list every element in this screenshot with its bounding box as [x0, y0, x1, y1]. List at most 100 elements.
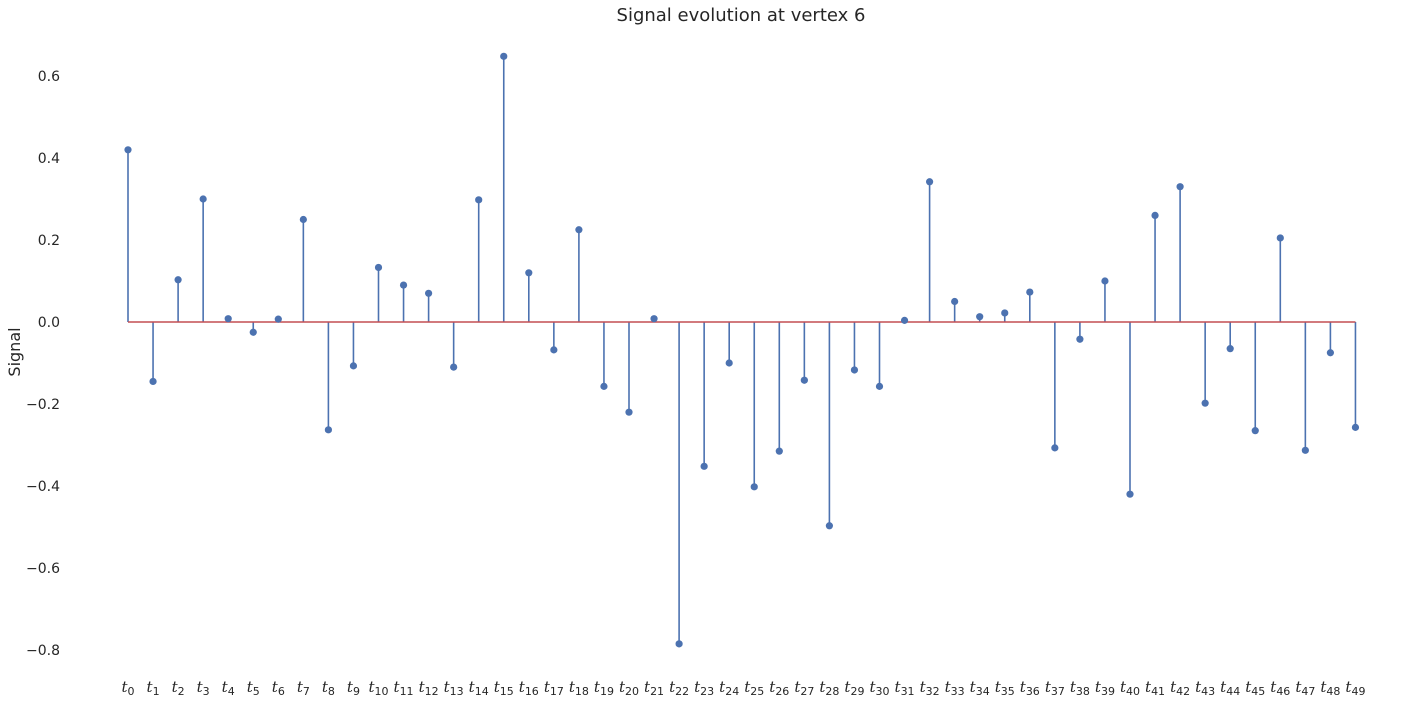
x-tick-label: t4: [222, 678, 235, 698]
x-tick-label: t45: [1245, 678, 1265, 698]
stem-marker: [675, 640, 683, 648]
stem-marker: [800, 376, 808, 384]
x-tick-label: t44: [1220, 678, 1240, 698]
x-tick-label: t16: [519, 678, 539, 698]
x-tick-label: t26: [769, 678, 789, 698]
x-tick-label: t49: [1345, 678, 1365, 698]
x-tick-label: t5: [247, 678, 260, 698]
stem-marker: [1126, 490, 1134, 498]
stem-marker: [1076, 335, 1084, 343]
y-tick-label: 0.4: [38, 151, 60, 167]
y-tick-label: 0.6: [38, 69, 60, 85]
stem-marker: [926, 178, 934, 186]
x-tick-label: t20: [619, 678, 639, 698]
stem-marker: [725, 359, 733, 367]
x-tick-label: t32: [920, 678, 940, 698]
x-tick-label: t18: [569, 678, 589, 698]
stem-marker: [500, 52, 508, 60]
x-tick-label: t36: [1020, 678, 1040, 698]
x-tick-label: t23: [694, 678, 714, 698]
stem-series: [127, 56, 1357, 644]
stem-marker: [900, 316, 909, 324]
x-tick-label: t34: [970, 678, 990, 698]
stem-marker: [1226, 345, 1234, 353]
y-tick-label: −0.2: [26, 397, 60, 413]
y-tick-label: 0.2: [38, 233, 60, 249]
x-tick-label: t7: [297, 678, 310, 698]
x-tick-label: t40: [1120, 678, 1140, 698]
stem-marker: [249, 328, 257, 336]
y-axis-ticks: −0.8 −0.6 −0.4 −0.2 0.0 0.2 0.4 0.6: [26, 69, 60, 659]
stem-marker: [1301, 446, 1309, 454]
stem-marker: [1351, 423, 1360, 431]
x-tick-label: t15: [494, 678, 514, 698]
stem-marker: [1001, 309, 1009, 317]
stem-marker: [700, 462, 708, 470]
stem-marker: [475, 196, 483, 204]
x-tick-label: t29: [844, 678, 864, 698]
stem-marker: [600, 382, 608, 390]
x-tick-label: t37: [1045, 678, 1065, 698]
stem-marker: [825, 522, 834, 530]
x-tick-label: t39: [1095, 678, 1115, 698]
stem-marker: [324, 426, 332, 434]
stem-marker: [425, 289, 433, 297]
stem-marker: [224, 315, 232, 323]
x-tick-label: t17: [544, 678, 564, 698]
stem-marker: [1151, 211, 1159, 219]
x-tick-label: t25: [744, 678, 764, 698]
y-tick-label: −0.8: [26, 643, 60, 659]
stem-marker: [1176, 183, 1184, 191]
stem-marker: [124, 146, 132, 154]
x-tick-label: t47: [1295, 678, 1315, 698]
stem-marker: [650, 315, 658, 323]
x-tick-label: t35: [995, 678, 1015, 698]
x-tick-label: t33: [945, 678, 965, 698]
stem-marker: [349, 362, 358, 370]
stem-marker: [299, 215, 307, 224]
stem-marker: [1276, 234, 1284, 242]
stem-marker: [976, 313, 984, 321]
stem-marker: [550, 346, 558, 354]
x-tick-label: t9: [347, 678, 360, 698]
x-tick-label: t27: [794, 678, 814, 698]
stem-marker: [850, 366, 859, 374]
x-tick-label: t11: [394, 678, 414, 698]
x-tick-label: t3: [197, 678, 210, 698]
stem-marker: [750, 483, 758, 491]
x-tick-label: t12: [419, 678, 439, 698]
stem-marker: [374, 263, 383, 272]
chart-title: Signal evolution at vertex 6: [617, 5, 866, 26]
stem-marker: [1026, 288, 1034, 296]
x-tick-label: t10: [368, 678, 388, 698]
stem-marker: [274, 315, 282, 323]
stem-marker: [174, 276, 182, 284]
stem-marker: [1251, 427, 1259, 435]
x-tick-label: t24: [719, 678, 739, 698]
x-tick-label: t21: [644, 678, 664, 698]
stem-marker: [575, 226, 583, 234]
x-tick-label: t31: [895, 678, 915, 698]
stem-marker: [1326, 349, 1334, 357]
y-tick-label: −0.4: [26, 479, 60, 495]
x-axis-ticks: t0 t1 t2 t3 t4 t5 t6 t7 t8 t9 t10 t11 t12 t13 t14 t15 t1…: [121, 678, 1365, 698]
x-tick-label: t2: [172, 678, 185, 698]
x-tick-label: t6: [272, 678, 285, 698]
stem-marker: [450, 363, 458, 371]
stem-marker: [525, 269, 533, 277]
y-tick-label: 0.0: [38, 315, 60, 331]
x-tick-label: t0: [121, 678, 134, 698]
stem-marker: [625, 408, 633, 416]
x-tick-label: t28: [819, 678, 839, 698]
stem-marker: [875, 382, 884, 390]
stem-marker: [775, 447, 783, 455]
x-tick-label: t14: [469, 678, 489, 698]
x-tick-label: t38: [1070, 678, 1090, 698]
stem-marker: [1101, 277, 1109, 285]
x-tick-label: t46: [1270, 678, 1290, 698]
y-tick-label: −0.6: [26, 561, 60, 577]
x-tick-label: t22: [669, 678, 689, 698]
x-tick-label: t13: [444, 678, 464, 698]
x-tick-label: t42: [1170, 678, 1190, 698]
